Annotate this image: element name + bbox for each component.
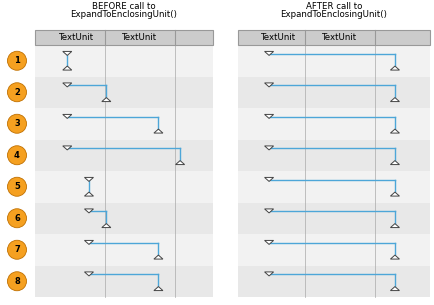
- Polygon shape: [265, 146, 273, 150]
- Polygon shape: [391, 98, 399, 102]
- Polygon shape: [265, 178, 273, 181]
- Text: 5: 5: [14, 182, 20, 191]
- Text: TextUnit: TextUnit: [261, 33, 296, 42]
- Polygon shape: [265, 83, 273, 87]
- FancyBboxPatch shape: [238, 108, 430, 139]
- Polygon shape: [63, 52, 72, 56]
- Polygon shape: [265, 272, 273, 276]
- Circle shape: [7, 240, 26, 259]
- Circle shape: [7, 177, 26, 196]
- Polygon shape: [85, 192, 93, 196]
- Text: ExpandToEnclosingUnit(): ExpandToEnclosingUnit(): [280, 10, 388, 19]
- Polygon shape: [391, 192, 399, 196]
- Polygon shape: [154, 255, 163, 259]
- Polygon shape: [265, 209, 273, 213]
- Polygon shape: [63, 66, 72, 70]
- Circle shape: [7, 146, 26, 165]
- Circle shape: [7, 272, 26, 291]
- Polygon shape: [265, 114, 273, 118]
- FancyBboxPatch shape: [35, 265, 213, 297]
- Polygon shape: [391, 160, 399, 165]
- Circle shape: [7, 209, 26, 228]
- FancyBboxPatch shape: [238, 203, 430, 234]
- Text: BEFORE call to: BEFORE call to: [92, 2, 156, 11]
- Text: 4: 4: [14, 151, 20, 160]
- FancyBboxPatch shape: [35, 139, 213, 171]
- FancyBboxPatch shape: [238, 45, 430, 77]
- Text: 3: 3: [14, 119, 20, 128]
- FancyBboxPatch shape: [35, 234, 213, 265]
- FancyBboxPatch shape: [35, 171, 213, 203]
- FancyBboxPatch shape: [35, 45, 213, 77]
- FancyBboxPatch shape: [35, 77, 213, 108]
- Polygon shape: [154, 129, 163, 133]
- FancyBboxPatch shape: [238, 234, 430, 265]
- FancyBboxPatch shape: [238, 30, 430, 45]
- Polygon shape: [85, 240, 93, 244]
- Polygon shape: [85, 209, 93, 213]
- Polygon shape: [102, 224, 111, 228]
- Text: TextUnit: TextUnit: [59, 33, 95, 42]
- Polygon shape: [85, 272, 93, 276]
- Polygon shape: [63, 114, 72, 118]
- Polygon shape: [176, 160, 184, 165]
- Polygon shape: [154, 287, 163, 291]
- Circle shape: [7, 114, 26, 133]
- FancyBboxPatch shape: [238, 139, 430, 171]
- Text: ExpandToEnclosingUnit(): ExpandToEnclosingUnit(): [71, 10, 178, 19]
- Polygon shape: [391, 129, 399, 133]
- Text: TextUnit: TextUnit: [122, 33, 158, 42]
- Text: 6: 6: [14, 214, 20, 223]
- Text: 2: 2: [14, 88, 20, 97]
- Circle shape: [7, 51, 26, 70]
- Polygon shape: [391, 255, 399, 259]
- Polygon shape: [265, 52, 273, 56]
- FancyBboxPatch shape: [35, 108, 213, 139]
- Text: 7: 7: [14, 245, 20, 254]
- Text: 1: 1: [14, 56, 20, 65]
- Polygon shape: [391, 66, 399, 70]
- Polygon shape: [85, 178, 93, 181]
- FancyBboxPatch shape: [238, 77, 430, 108]
- FancyBboxPatch shape: [238, 171, 430, 203]
- Polygon shape: [391, 287, 399, 291]
- Polygon shape: [391, 224, 399, 228]
- Polygon shape: [265, 240, 273, 244]
- FancyBboxPatch shape: [35, 203, 213, 234]
- Text: AFTER call to: AFTER call to: [306, 2, 362, 11]
- Polygon shape: [63, 83, 72, 87]
- Text: TextUnit: TextUnit: [322, 33, 358, 42]
- Polygon shape: [63, 146, 72, 150]
- Text: 8: 8: [14, 277, 20, 286]
- Polygon shape: [102, 98, 111, 102]
- FancyBboxPatch shape: [35, 30, 213, 45]
- FancyBboxPatch shape: [238, 265, 430, 297]
- Circle shape: [7, 83, 26, 102]
